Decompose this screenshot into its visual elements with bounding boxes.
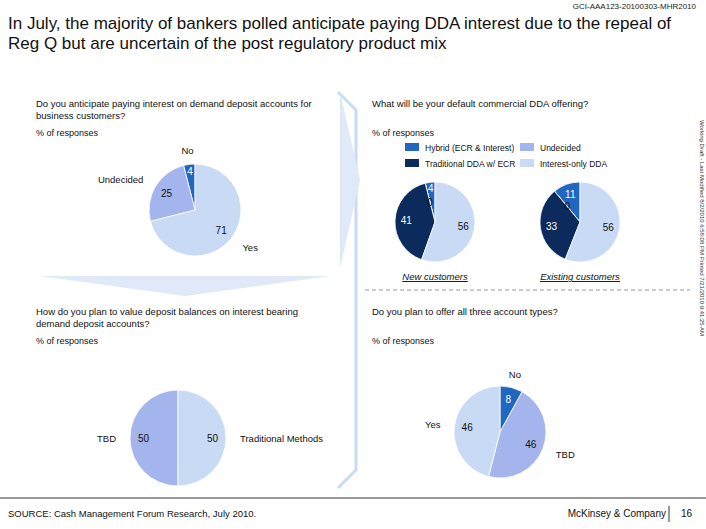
svg-text:46: 46 — [462, 422, 474, 433]
svg-text:0: 0 — [564, 201, 570, 212]
svg-text:Interest-only DDA: Interest-only DDA — [540, 159, 607, 169]
svg-text:No: No — [181, 145, 193, 156]
html-text:% of responses: % of responses — [372, 128, 434, 138]
html-text:SOURCE: Cash Management Forum: SOURCE: Cash Management Forum Research, … — [8, 508, 257, 519]
svg-text:Traditional Methods: Traditional Methods — [240, 433, 323, 444]
svg-text:8: 8 — [505, 394, 511, 405]
svg-text:Traditional DDA w/ ECR: Traditional DDA w/ ECR — [425, 159, 515, 169]
html-text:What will be your default comm: What will be your default commercial DDA… — [372, 98, 589, 109]
svg-text:Yes: Yes — [242, 242, 258, 253]
svg-text:Existing customers: Existing customers — [540, 271, 620, 282]
html-text:In July, the majority of banke: In July, the majority of bankers polled … — [8, 14, 672, 53]
svg-text:25: 25 — [161, 188, 173, 199]
svg-text:46: 46 — [525, 439, 537, 450]
svg-text:4: 4 — [428, 183, 434, 194]
html-text:Do you plan to offer all three: Do you plan to offer all three account t… — [372, 306, 558, 317]
svg-text:4: 4 — [187, 166, 193, 177]
svg-text:50: 50 — [207, 433, 219, 444]
svg-text:Undecided: Undecided — [540, 143, 581, 153]
html-text:16: 16 — [680, 508, 692, 519]
svg-text:Undecided: Undecided — [98, 174, 143, 185]
html-text:GCI-AAA123-20100303-MHR2010: GCI-AAA123-20100303-MHR2010 — [572, 2, 696, 11]
svg-text:33: 33 — [546, 221, 558, 232]
svg-text:Working Draft - Last Modified: Working Draft - Last Modified 8/2/2010 6… — [699, 120, 705, 336]
svg-text:TBD: TBD — [556, 449, 575, 460]
svg-text:11: 11 — [565, 189, 576, 200]
svg-text:TBD: TBD — [97, 433, 116, 444]
svg-text:Yes: Yes — [425, 419, 441, 430]
svg-text:50: 50 — [138, 433, 150, 444]
html-text:Do you anticipate paying inter: Do you anticipate paying interest on dem… — [36, 98, 312, 121]
svg-text:41: 41 — [401, 215, 413, 226]
svg-text:56: 56 — [603, 222, 615, 233]
html-text:% of responses: % of responses — [372, 336, 434, 346]
svg-text:56: 56 — [458, 221, 470, 232]
svg-text:71: 71 — [216, 225, 228, 236]
html-text:% of responses: % of responses — [36, 128, 98, 138]
svg-text:Hybrid (ECR & Interest): Hybrid (ECR & Interest) — [425, 143, 514, 153]
svg-text:0: 0 — [427, 197, 433, 208]
html-text:McKinsey & Company: McKinsey & Company — [567, 508, 666, 519]
svg-text:New customers: New customers — [402, 271, 468, 282]
html-text:How do you plan to value depos: How do you plan to value deposit balance… — [36, 306, 298, 329]
svg-text:No: No — [509, 369, 521, 380]
html-text:% of responses: % of responses — [36, 336, 98, 346]
